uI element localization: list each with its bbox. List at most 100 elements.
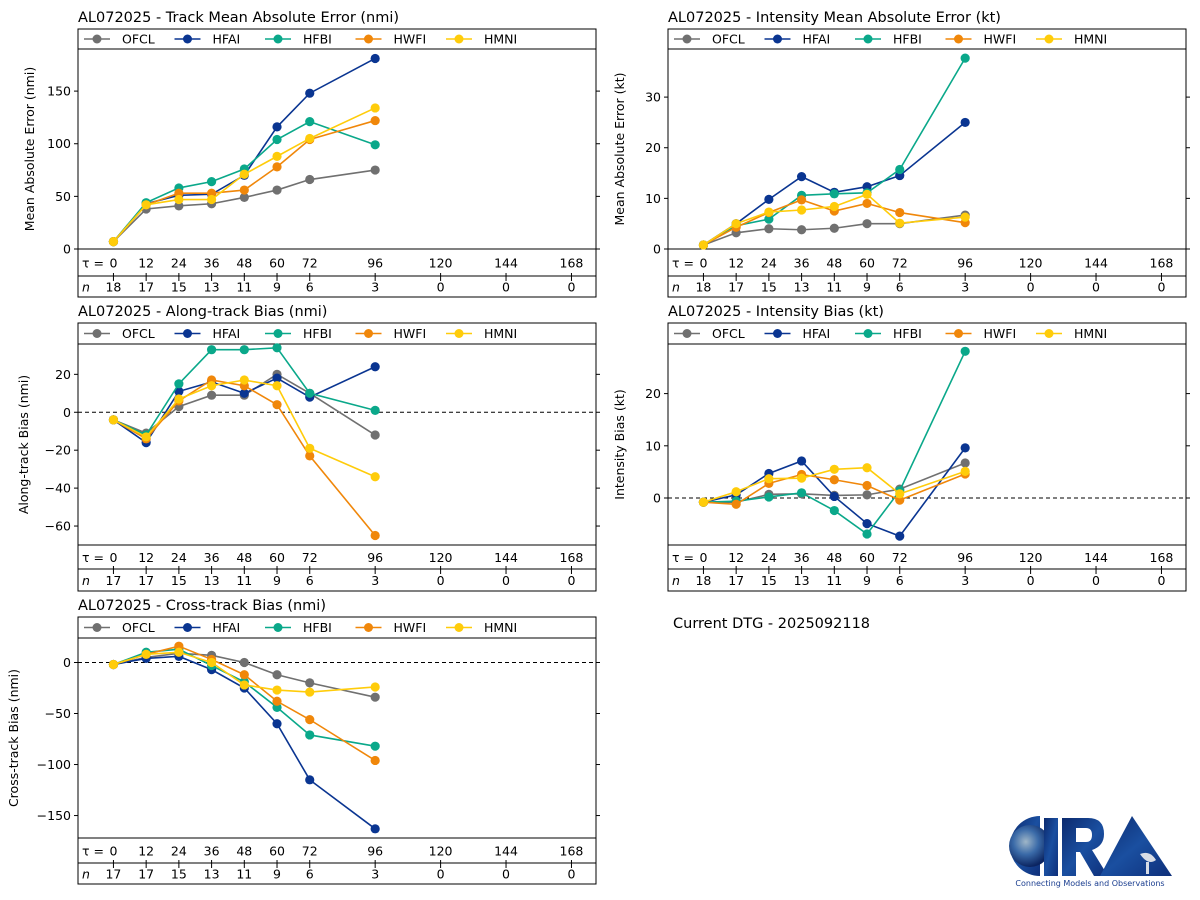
- y-tick-label: 10: [645, 438, 661, 453]
- tau-tick-label: 24: [171, 844, 187, 859]
- data-point: [239, 345, 249, 355]
- legend-marker: [92, 329, 102, 338]
- tau-tick-label: 0: [109, 844, 117, 859]
- n-count-label: 13: [204, 573, 220, 588]
- data-point: [370, 530, 380, 541]
- legend-label: HWFI: [984, 32, 1017, 47]
- logo-earth-c-icon: [1009, 816, 1051, 876]
- tau-tick-label: 96: [957, 256, 973, 271]
- n-count-label: 0: [1092, 280, 1100, 295]
- legend-label: HFAI: [803, 326, 831, 341]
- legend-item-hwfi: HWFI: [355, 326, 426, 341]
- legend-item-hmni: HMNI: [446, 32, 517, 47]
- n-count-label: 15: [171, 867, 187, 882]
- chart-title: AL072025 - Along-track Bias (nmi): [78, 304, 327, 320]
- legend: OFCL HFAI HFBI HWFI HMNI: [674, 32, 1107, 47]
- axes-frame: [77, 616, 597, 885]
- data-point: [206, 657, 217, 668]
- tau-tick-label: 72: [892, 256, 908, 271]
- series-line: [112, 107, 376, 243]
- tau-tick-label: 0: [109, 550, 117, 565]
- data-point: [764, 492, 774, 502]
- tau-tick-label: 12: [138, 550, 154, 565]
- legend-item-ofcl: OFCL: [674, 32, 745, 47]
- tau-label: τ =: [82, 256, 104, 271]
- data-point: [272, 696, 282, 706]
- data-point: [829, 491, 839, 502]
- series-line: [112, 119, 376, 243]
- n-count-label: 17: [105, 867, 121, 882]
- legend-marker: [954, 329, 963, 338]
- tau-tick-label: 48: [236, 550, 252, 565]
- data-point: [862, 198, 872, 209]
- current-dtg-label: Current DTG - 2025092118: [673, 616, 871, 632]
- n-count-label: 17: [138, 573, 154, 588]
- data-point: [108, 659, 119, 670]
- data-point: [174, 194, 184, 205]
- legend-item-ofcl: OFCL: [84, 32, 155, 47]
- legend-label: OFCL: [712, 326, 745, 341]
- series-line: [703, 466, 966, 503]
- data-point: [829, 223, 839, 233]
- legend-item-hmni: HMNI: [1036, 32, 1107, 47]
- axes-frame: [77, 28, 597, 298]
- tau-tick-label: 12: [138, 844, 154, 859]
- chart-cross-track-bias: AL072025 - Cross-track Bias (nmi) OFCL HFA…: [6, 598, 600, 885]
- data-point: [305, 451, 315, 461]
- n-count-label: 9: [273, 573, 281, 588]
- tau-label: τ =: [672, 256, 694, 271]
- series-line: [113, 652, 376, 698]
- tau-tick-label: 0: [109, 256, 117, 271]
- n-count-label: 0: [1027, 573, 1035, 588]
- data-point: [239, 192, 249, 203]
- data-point: [862, 219, 872, 229]
- data-point: [239, 169, 249, 179]
- data-point: [370, 53, 380, 64]
- tau-tick-label: 36: [204, 844, 220, 859]
- y-axis-label: Intensity Bias (kt): [612, 389, 627, 499]
- tau-tick-label: 36: [794, 550, 810, 565]
- legend-item-hfbi: HFBI: [265, 32, 332, 47]
- data-point: [370, 103, 380, 113]
- data-point: [305, 715, 315, 725]
- y-tick-label: 20: [55, 367, 71, 382]
- legend-label: HWFI: [394, 620, 427, 635]
- tau-tick-label: 60: [859, 550, 875, 565]
- data-point: [370, 824, 380, 834]
- data-point: [764, 474, 774, 484]
- n-label: n: [672, 573, 680, 588]
- n-count-label: 17: [728, 280, 744, 295]
- legend-marker: [364, 34, 373, 44]
- n-label: n: [82, 280, 90, 295]
- data-point: [305, 775, 315, 785]
- n-count-label: 3: [371, 573, 379, 588]
- data-point: [862, 189, 872, 199]
- n-count-label: 0: [502, 573, 510, 588]
- tau-tick-label: 144: [494, 844, 518, 859]
- data-point: [370, 741, 380, 751]
- data-point: [370, 140, 380, 150]
- legend-label: HFAI: [213, 32, 241, 47]
- n-count-label: 0: [502, 867, 510, 882]
- data-point: [305, 174, 315, 185]
- n-count-label: 6: [306, 280, 314, 295]
- y-tick-label: −40: [45, 481, 71, 496]
- n-count-label: 0: [567, 867, 575, 882]
- data-point: [239, 657, 249, 668]
- n-count-label: 18: [695, 280, 711, 295]
- legend-label: HWFI: [984, 326, 1017, 341]
- data-point: [272, 162, 282, 172]
- n-count-label: 6: [896, 280, 904, 295]
- series-line: [112, 366, 376, 444]
- series-line: [113, 651, 376, 693]
- series-line: [703, 121, 966, 246]
- n-count-label: 0: [437, 867, 445, 882]
- legend-label: HFAI: [803, 32, 831, 47]
- legend: OFCL HFAI HFBI HWFI HMNI: [84, 620, 517, 635]
- tau-tick-label: 36: [794, 256, 810, 271]
- chart-track-mae: AL072025 - Track Mean Absolute Error (nm…: [22, 10, 600, 298]
- data-point: [272, 151, 282, 161]
- legend: OFCL HFAI HFBI HWFI HMNI: [84, 32, 517, 47]
- n-count-label: 11: [236, 867, 252, 882]
- legend-marker: [273, 329, 283, 338]
